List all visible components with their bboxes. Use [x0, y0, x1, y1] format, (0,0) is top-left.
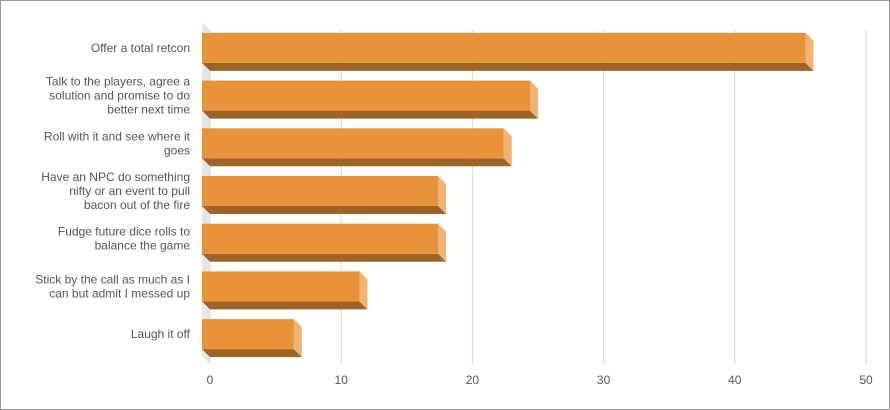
x-tick-label: 20 [466, 373, 480, 387]
y-tick-label: Offer a total retcon [91, 41, 190, 55]
x-tick-label: 0 [207, 373, 214, 387]
bar-front [202, 32, 806, 63]
bar-bottom [202, 110, 538, 119]
bar-side [438, 176, 447, 214]
bar-front [202, 128, 504, 159]
bar-side [293, 319, 302, 358]
bar-bottom [202, 62, 814, 71]
bar-front [202, 176, 439, 206]
bar-front [202, 319, 294, 350]
bar-front [202, 223, 439, 254]
bar [202, 128, 512, 167]
bar-bottom [202, 158, 512, 167]
x-tick-label: 50 [859, 373, 873, 387]
x-tick-label: 30 [597, 373, 611, 387]
bar-bottom [202, 301, 368, 310]
bar [202, 176, 447, 214]
x-tick-label: 40 [728, 373, 742, 387]
y-tick-label: Have an NPC do something nifty or an even… [41, 170, 190, 212]
bar-front [202, 271, 360, 302]
bar [202, 223, 447, 262]
y-tick-label: Laugh it off [131, 327, 191, 341]
bar-bottom [202, 349, 302, 358]
bar-bottom [202, 206, 447, 214]
x-tick-label: 10 [335, 373, 349, 387]
bar-front [202, 80, 530, 111]
bar-bottom [202, 253, 447, 262]
y-tick-label: Roll with it and see where it goes [44, 129, 191, 157]
y-tick-label: Fudge future dice rolls to balance the ga… [58, 225, 190, 253]
bar-side [530, 80, 538, 119]
bar-side [503, 128, 512, 167]
y-tick-label: Talk to the players, agree a solution and… [46, 75, 190, 117]
bar-side [805, 32, 814, 71]
bar [202, 80, 538, 119]
bar [202, 319, 302, 358]
bar [202, 32, 814, 71]
bar-side [359, 271, 368, 310]
bar-side [438, 223, 447, 262]
bar [202, 271, 368, 310]
